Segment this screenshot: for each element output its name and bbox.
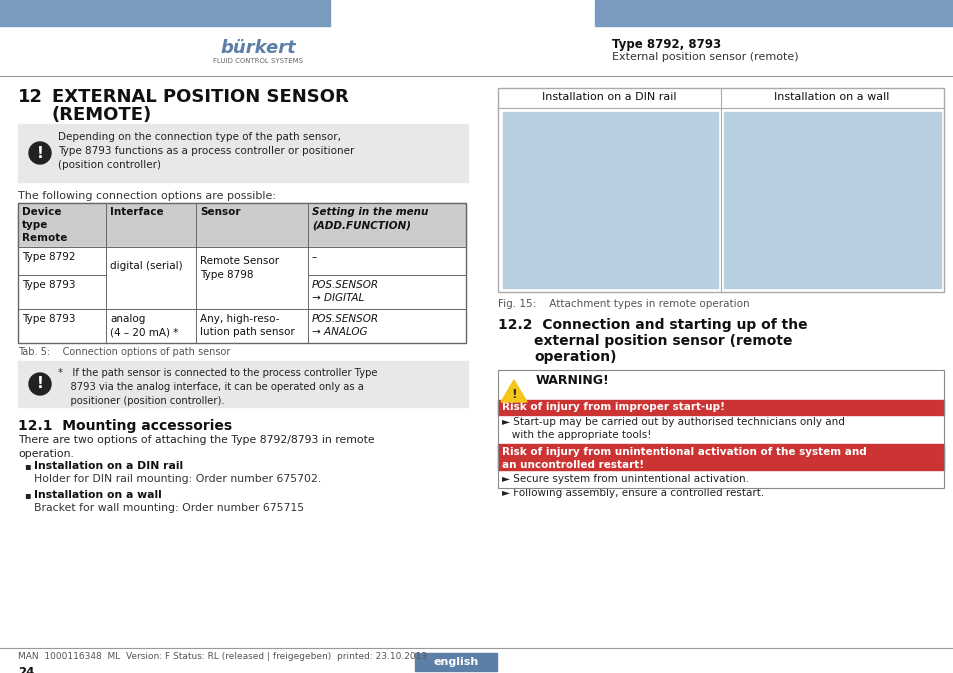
Text: Holder for DIN rail mounting: Order number 675702.: Holder for DIN rail mounting: Order numb… (34, 474, 321, 484)
Text: Bracket for wall mounting: Order number 675715: Bracket for wall mounting: Order number … (34, 503, 304, 513)
Bar (497, 400, 943, 415)
Text: Tab. 5:    Connection options of path sensor: Tab. 5: Connection options of path senso… (18, 347, 230, 357)
Text: Any, high-reso-
lution path sensor: Any, high-reso- lution path sensor (200, 314, 294, 337)
Text: Risk of injury from improper start-up!: Risk of injury from improper start-up! (501, 402, 724, 412)
Text: (REMOTE): (REMOTE) (52, 106, 152, 124)
Text: external position sensor (remote: external position sensor (remote (534, 334, 792, 348)
Text: operation): operation) (534, 350, 616, 364)
Text: Remote Sensor
Type 8798: Remote Sensor Type 8798 (200, 256, 279, 280)
Text: External position sensor (remote): External position sensor (remote) (612, 52, 798, 62)
Bar (0, 0, 330, 26)
Bar (497, 444, 943, 470)
Text: Installation on a wall: Installation on a wall (34, 490, 162, 500)
Text: Risk of injury from unintentional activation of the system and
an uncontrolled r: Risk of injury from unintentional activa… (501, 447, 866, 470)
Text: !: ! (36, 376, 44, 392)
Text: !: ! (511, 388, 517, 402)
Text: ► Start-up may be carried out by authorised technicians only and
   with the app: ► Start-up may be carried out by authori… (501, 417, 844, 440)
Text: Type 8793: Type 8793 (22, 280, 75, 290)
Text: There are two options of attaching the Type 8792/8793 in remote
operation.: There are two options of attaching the T… (18, 435, 375, 459)
Bar (497, 370, 943, 488)
Text: Type 8792: Type 8792 (22, 252, 75, 262)
Bar (18, 124, 468, 182)
Bar (18, 361, 468, 407)
Text: bürkert: bürkert (220, 39, 295, 57)
Text: WARNING!: WARNING! (536, 374, 609, 387)
Text: Type 8792, 8793: Type 8792, 8793 (612, 38, 720, 51)
Polygon shape (500, 380, 526, 402)
Text: FLUID CONTROL SYSTEMS: FLUID CONTROL SYSTEMS (213, 58, 303, 64)
Text: Installation on a DIN rail: Installation on a DIN rail (34, 461, 183, 471)
Text: 24: 24 (18, 666, 34, 673)
Text: POS.SENSOR
→ ANALOG: POS.SENSOR → ANALOG (312, 314, 378, 337)
Bar (18, 203, 465, 247)
Bar (497, 88, 943, 292)
Bar (18, 247, 465, 275)
Text: !: ! (36, 145, 44, 160)
Text: ▪: ▪ (24, 461, 30, 471)
Text: Device
type
Remote: Device type Remote (22, 207, 68, 244)
Text: Installation on a DIN rail: Installation on a DIN rail (541, 92, 676, 102)
Text: *   If the path sensor is connected to the process controller Type
    8793 via : * If the path sensor is connected to the… (58, 368, 377, 406)
Text: analog
(4 – 20 mA) *: analog (4 – 20 mA) * (110, 314, 178, 337)
Text: Interface: Interface (110, 207, 164, 217)
Text: Type 8793: Type 8793 (22, 314, 75, 324)
Text: POS.SENSOR
→ DIGITAL: POS.SENSOR → DIGITAL (312, 280, 378, 304)
Circle shape (29, 373, 51, 395)
Text: 12.1  Mounting accessories: 12.1 Mounting accessories (18, 419, 232, 433)
Bar (18, 309, 465, 343)
Text: digital (serial): digital (serial) (110, 261, 182, 271)
Text: Depending on the connection type of the path sensor,
Type 8793 functions as a pr: Depending on the connection type of the … (58, 132, 354, 170)
Bar (502, 112, 718, 288)
Bar (595, 0, 953, 26)
Text: Sensor: Sensor (200, 207, 240, 217)
Text: MAN  1000116348  ML  Version: F Status: RL (released | freigegeben)  printed: 23: MAN 1000116348 ML Version: F Status: RL … (18, 652, 427, 661)
Text: ▪: ▪ (24, 490, 30, 500)
Bar (18, 275, 465, 309)
Circle shape (29, 142, 51, 164)
Text: The following connection options are possible:: The following connection options are pos… (18, 191, 275, 201)
Bar (723, 112, 940, 288)
Text: Fig. 15:    Attachment types in remote operation: Fig. 15: Attachment types in remote oper… (497, 299, 749, 309)
Text: 12.2  Connection and starting up of the: 12.2 Connection and starting up of the (497, 318, 807, 332)
Text: 12: 12 (18, 88, 43, 106)
Bar (18, 203, 465, 343)
Text: english: english (433, 657, 478, 667)
Text: –: – (312, 252, 317, 262)
Text: Installation on a wall: Installation on a wall (774, 92, 889, 102)
Text: ► Secure system from unintentional activation.
► Following assembly, ensure a co: ► Secure system from unintentional activ… (501, 474, 763, 498)
Text: Setting in the menu
(ADD.FUNCTION): Setting in the menu (ADD.FUNCTION) (312, 207, 428, 230)
Bar (415, 653, 497, 671)
Text: EXTERNAL POSITION SENSOR: EXTERNAL POSITION SENSOR (52, 88, 349, 106)
